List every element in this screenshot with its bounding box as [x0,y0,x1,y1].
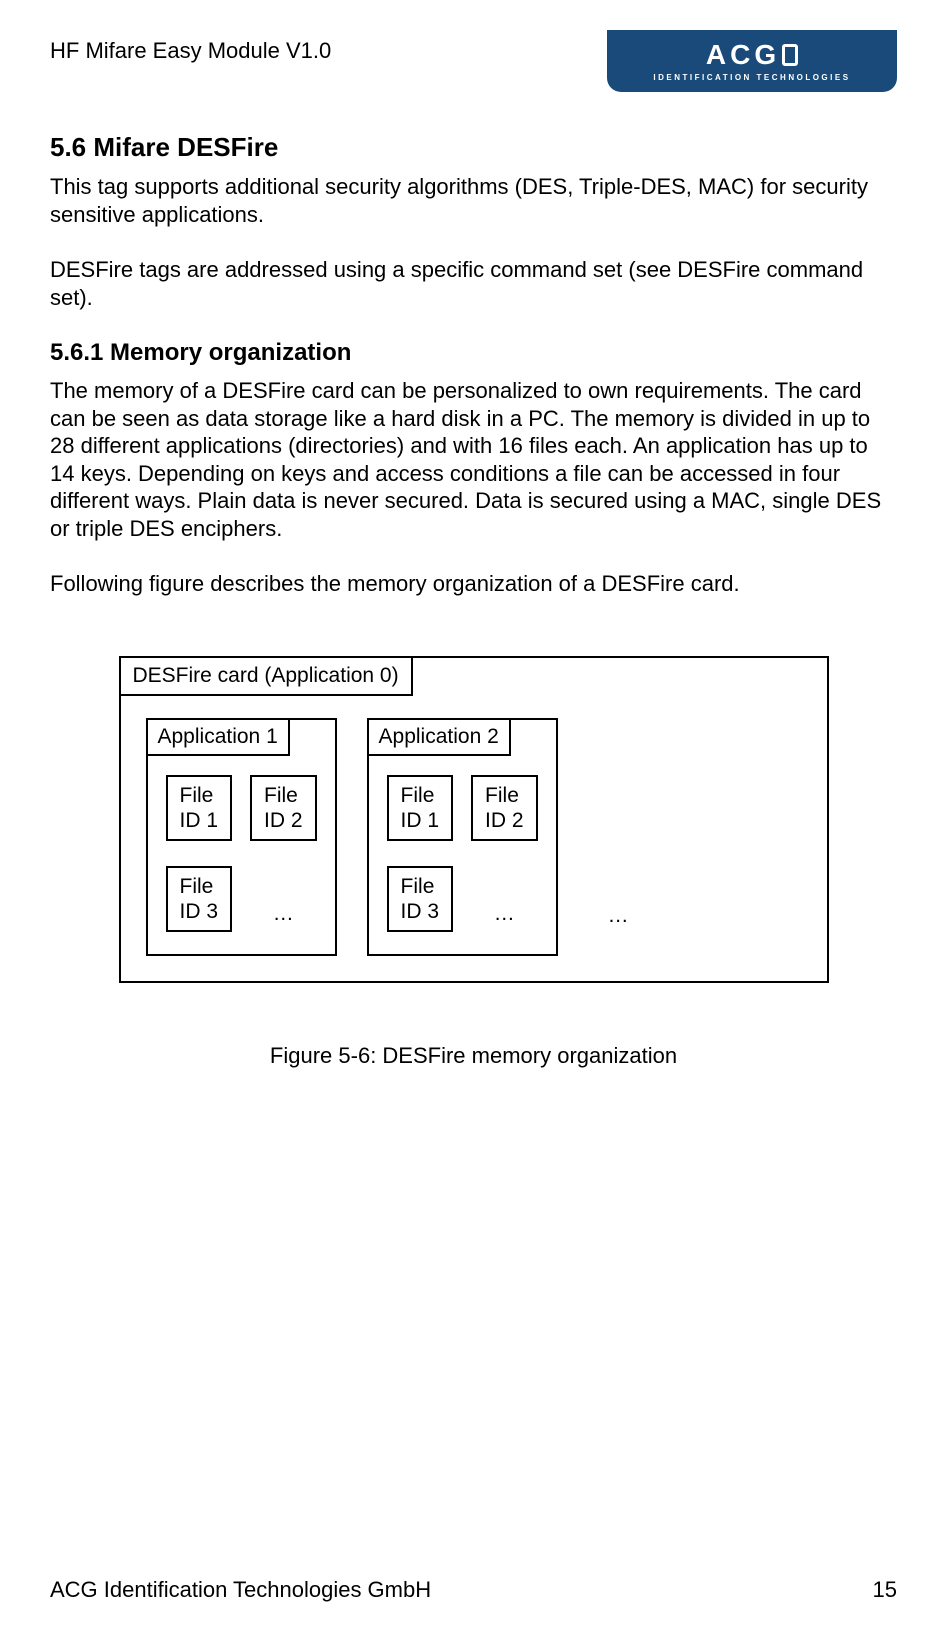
application-2-files: File ID 1 File ID 2 File ID 3 … [387,775,538,933]
file-line1: File [401,875,435,898]
file-box: File ID 3 [166,866,233,932]
file-box: File ID 2 [250,775,317,841]
footer-company: ACG Identification Technologies GmbH [50,1577,431,1603]
desfire-card-label: DESFire card (Application 0) [119,656,413,696]
paragraph-4: Following figure describes the memory or… [50,570,897,598]
file-line1: File [180,784,214,807]
paragraph-1: This tag supports additional security al… [50,173,897,228]
application-1-box: Application 1 File ID 1 File ID 2 File I [146,718,337,957]
desfire-card-box: DESFire card (Application 0) Application… [119,656,829,984]
file-line2: ID 3 [180,900,219,923]
file-box: File ID 3 [387,866,454,932]
files-ellipsis: … [250,902,317,932]
paragraph-2: DESFire tags are addressed using a speci… [50,256,897,311]
footer-page-number: 15 [873,1577,897,1603]
files-ellipsis: … [471,902,538,932]
diagram-container: DESFire card (Application 0) Application… [50,656,897,984]
file-line2: ID 3 [401,900,440,923]
file-line2: ID 1 [180,809,219,832]
file-box: File ID 1 [387,775,454,841]
file-line2: ID 2 [485,809,524,832]
file-line1: File [401,784,435,807]
company-logo: ACG IDENTIFICATION TECHNOLOGIES [607,30,897,92]
file-line1: File [264,784,298,807]
document-page: HF Mifare Easy Module V1.0 ACG IDENTIFIC… [0,0,947,1633]
figure-caption: Figure 5-6: DESFire memory organization [50,1043,897,1069]
section-heading: 5.6 Mifare DESFire [50,132,897,163]
application-2-box: Application 2 File ID 1 File ID 2 File I [367,718,558,957]
page-header: HF Mifare Easy Module V1.0 ACG IDENTIFIC… [50,30,897,92]
application-2-label: Application 2 [367,718,511,756]
file-line1: File [180,875,214,898]
page-footer: ACG Identification Technologies GmbH 15 [50,1547,897,1603]
paragraph-3: The memory of a DESFire card can be pers… [50,377,897,542]
file-box: File ID 2 [471,775,538,841]
subsection-heading: 5.6.1 Memory organization [50,339,897,367]
applications-ellipsis: … [588,904,629,956]
logo-subtitle: IDENTIFICATION TECHNOLOGIES [653,73,850,82]
applications-row: Application 1 File ID 1 File ID 2 File I [146,718,802,957]
file-line2: ID 2 [264,809,303,832]
logo-main-text: ACG [706,41,798,69]
application-1-files: File ID 1 File ID 2 File ID 3 … [166,775,317,933]
file-box: File ID 1 [166,775,233,841]
logo-letters: ACG [706,41,780,69]
logo-block-icon [782,44,798,66]
file-line2: ID 1 [401,809,440,832]
document-title: HF Mifare Easy Module V1.0 [50,30,331,64]
file-line1: File [485,784,519,807]
application-1-label: Application 1 [146,718,290,756]
